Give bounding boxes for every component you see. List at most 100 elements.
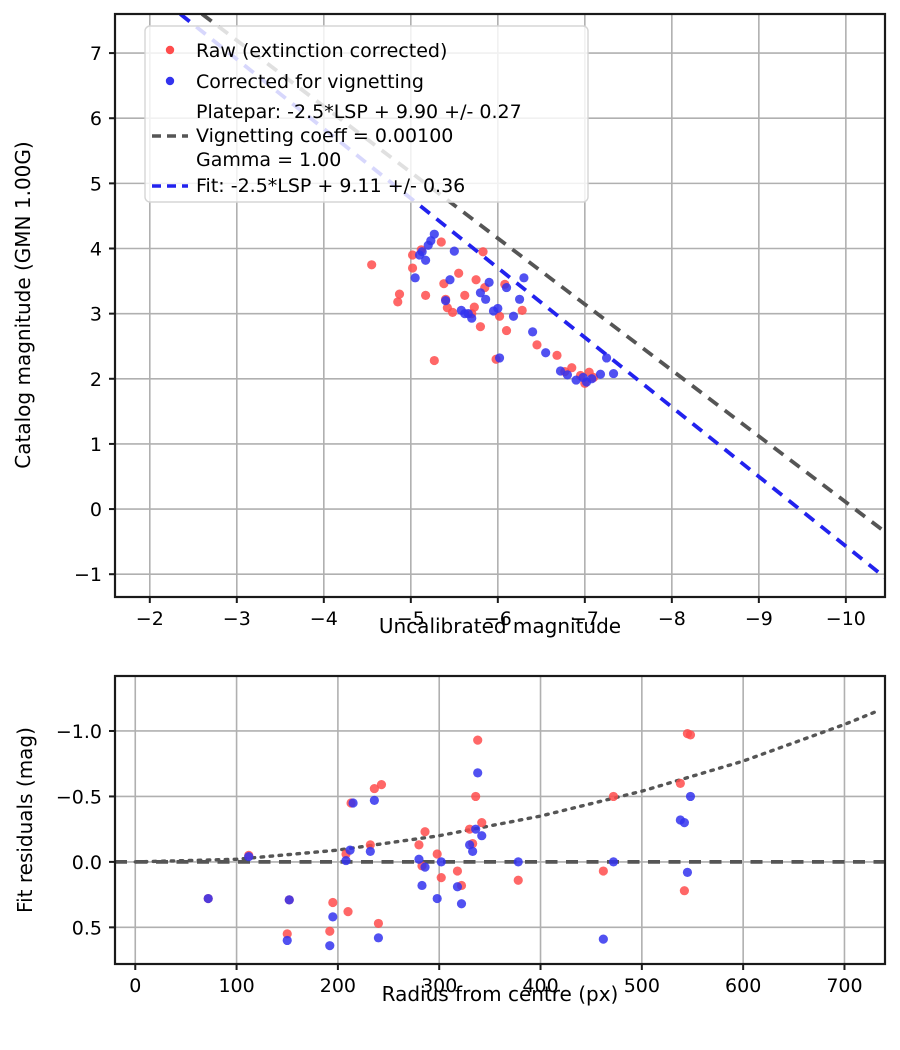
data-point [454, 268, 464, 278]
data-point [494, 353, 505, 363]
data-point [471, 791, 481, 802]
xtick-label: −9 [745, 608, 773, 630]
bottom-xaxis-label: Radius from centre (px) [382, 982, 619, 1006]
legend-label-vignetting-coeff: Vignetting coeff = 0.00100 [196, 125, 453, 147]
data-point [501, 282, 512, 293]
data-point [601, 353, 612, 363]
data-point [469, 302, 479, 312]
bottom-gridlines [115, 676, 885, 964]
data-point [555, 366, 566, 376]
data-point [244, 852, 254, 862]
xtick-label: 0 [129, 975, 141, 997]
legend-box [144, 25, 589, 203]
legend-marker-raw-icon [165, 45, 175, 55]
data-point [477, 831, 487, 841]
data-point [369, 795, 379, 805]
data-point [460, 290, 470, 301]
top-yaxis-label: Catalog magnitude (GMN 1.00G) [11, 141, 35, 468]
data-point [481, 294, 491, 304]
top-xaxis-label: Uncalibrated magnitude [379, 614, 621, 638]
top-scatter-corrected [410, 229, 619, 387]
data-point [528, 327, 538, 337]
data-point [514, 294, 525, 304]
ytick-label: 0.0 [72, 852, 102, 874]
bottom-ytick-labels: 0.5 0.0 −0.5 −1.0 [56, 721, 102, 939]
data-point [598, 934, 608, 944]
data-point [417, 880, 427, 891]
bottom-model-lines [115, 708, 885, 864]
bottom-yaxis-label: Fit residuals (mag) [13, 727, 37, 913]
data-point [608, 791, 619, 802]
data-point [478, 247, 488, 257]
data-point [414, 840, 424, 850]
data-point [473, 768, 483, 778]
model-curve [133, 708, 882, 864]
ytick-label: 7 [90, 43, 102, 65]
top-legend: Raw (extinction corrected) Corrected for… [144, 25, 589, 203]
data-point [452, 866, 463, 876]
data-point [562, 370, 573, 380]
data-point [567, 363, 577, 373]
data-point [508, 311, 519, 321]
data-point [325, 941, 335, 951]
data-point [429, 355, 439, 366]
data-point [420, 827, 430, 837]
data-point [587, 374, 597, 384]
data-point [414, 854, 424, 864]
data-point [367, 260, 377, 270]
data-point [532, 340, 542, 350]
data-point [365, 840, 375, 850]
data-point [394, 289, 405, 299]
ytick-label: −1 [74, 564, 102, 586]
data-point [493, 303, 503, 314]
data-point [376, 780, 387, 790]
data-point [679, 818, 689, 828]
data-point [475, 322, 486, 332]
data-point [341, 855, 351, 866]
bottom-axes-frame [113, 674, 887, 966]
data-point [675, 778, 685, 788]
legend-label-corrected: Corrected for vignetting [196, 71, 424, 93]
data-point [473, 735, 483, 745]
data-point [203, 893, 213, 904]
data-point [468, 846, 478, 857]
xtick-label: −4 [310, 608, 338, 630]
data-point [449, 246, 459, 256]
bottom-axis-ticks [109, 729, 846, 970]
ytick-label: 4 [90, 239, 102, 261]
data-point [436, 237, 446, 247]
data-point [407, 263, 418, 273]
data-point [517, 305, 527, 315]
xtick-label: 600 [725, 975, 761, 997]
ytick-label: 0.5 [72, 917, 102, 939]
data-point [501, 325, 512, 336]
data-point [541, 348, 551, 358]
ytick-label: 3 [90, 304, 102, 326]
data-point [513, 857, 523, 867]
data-point [343, 907, 353, 917]
data-point [494, 311, 505, 321]
data-point [373, 933, 384, 943]
top-xtick-labels: −2 −3 −4 −5 −6 −7 −8 −9 −10 [136, 608, 866, 630]
panel-fit-residuals: 0 100 200 300 400 500 600 700 0.5 0.0 −0.5 −1.0 Ra… [13, 674, 887, 1006]
xtick-label: 300 [421, 975, 457, 997]
data-point [328, 897, 338, 908]
legend-label-fit: Fit: -2.5*LSP + 9.11 +/- 0.36 [196, 175, 465, 197]
data-point [369, 783, 379, 794]
data-point [441, 296, 451, 306]
data-point [679, 886, 689, 896]
data-point [410, 273, 420, 283]
data-point [432, 849, 442, 859]
xtick-label: −5 [397, 608, 425, 630]
top-ytick-labels: −1 0 1 2 3 4 5 6 7 [74, 43, 102, 586]
legend-marker-corrected-icon [165, 76, 175, 86]
legend-label-platepar: Platepar: -2.5*LSP + 9.90 +/- 0.27 [196, 101, 522, 123]
data-point [348, 798, 358, 808]
data-point [477, 818, 487, 828]
data-point [436, 857, 446, 867]
data-point [571, 375, 581, 385]
data-point [393, 297, 403, 307]
data-point [452, 882, 463, 892]
